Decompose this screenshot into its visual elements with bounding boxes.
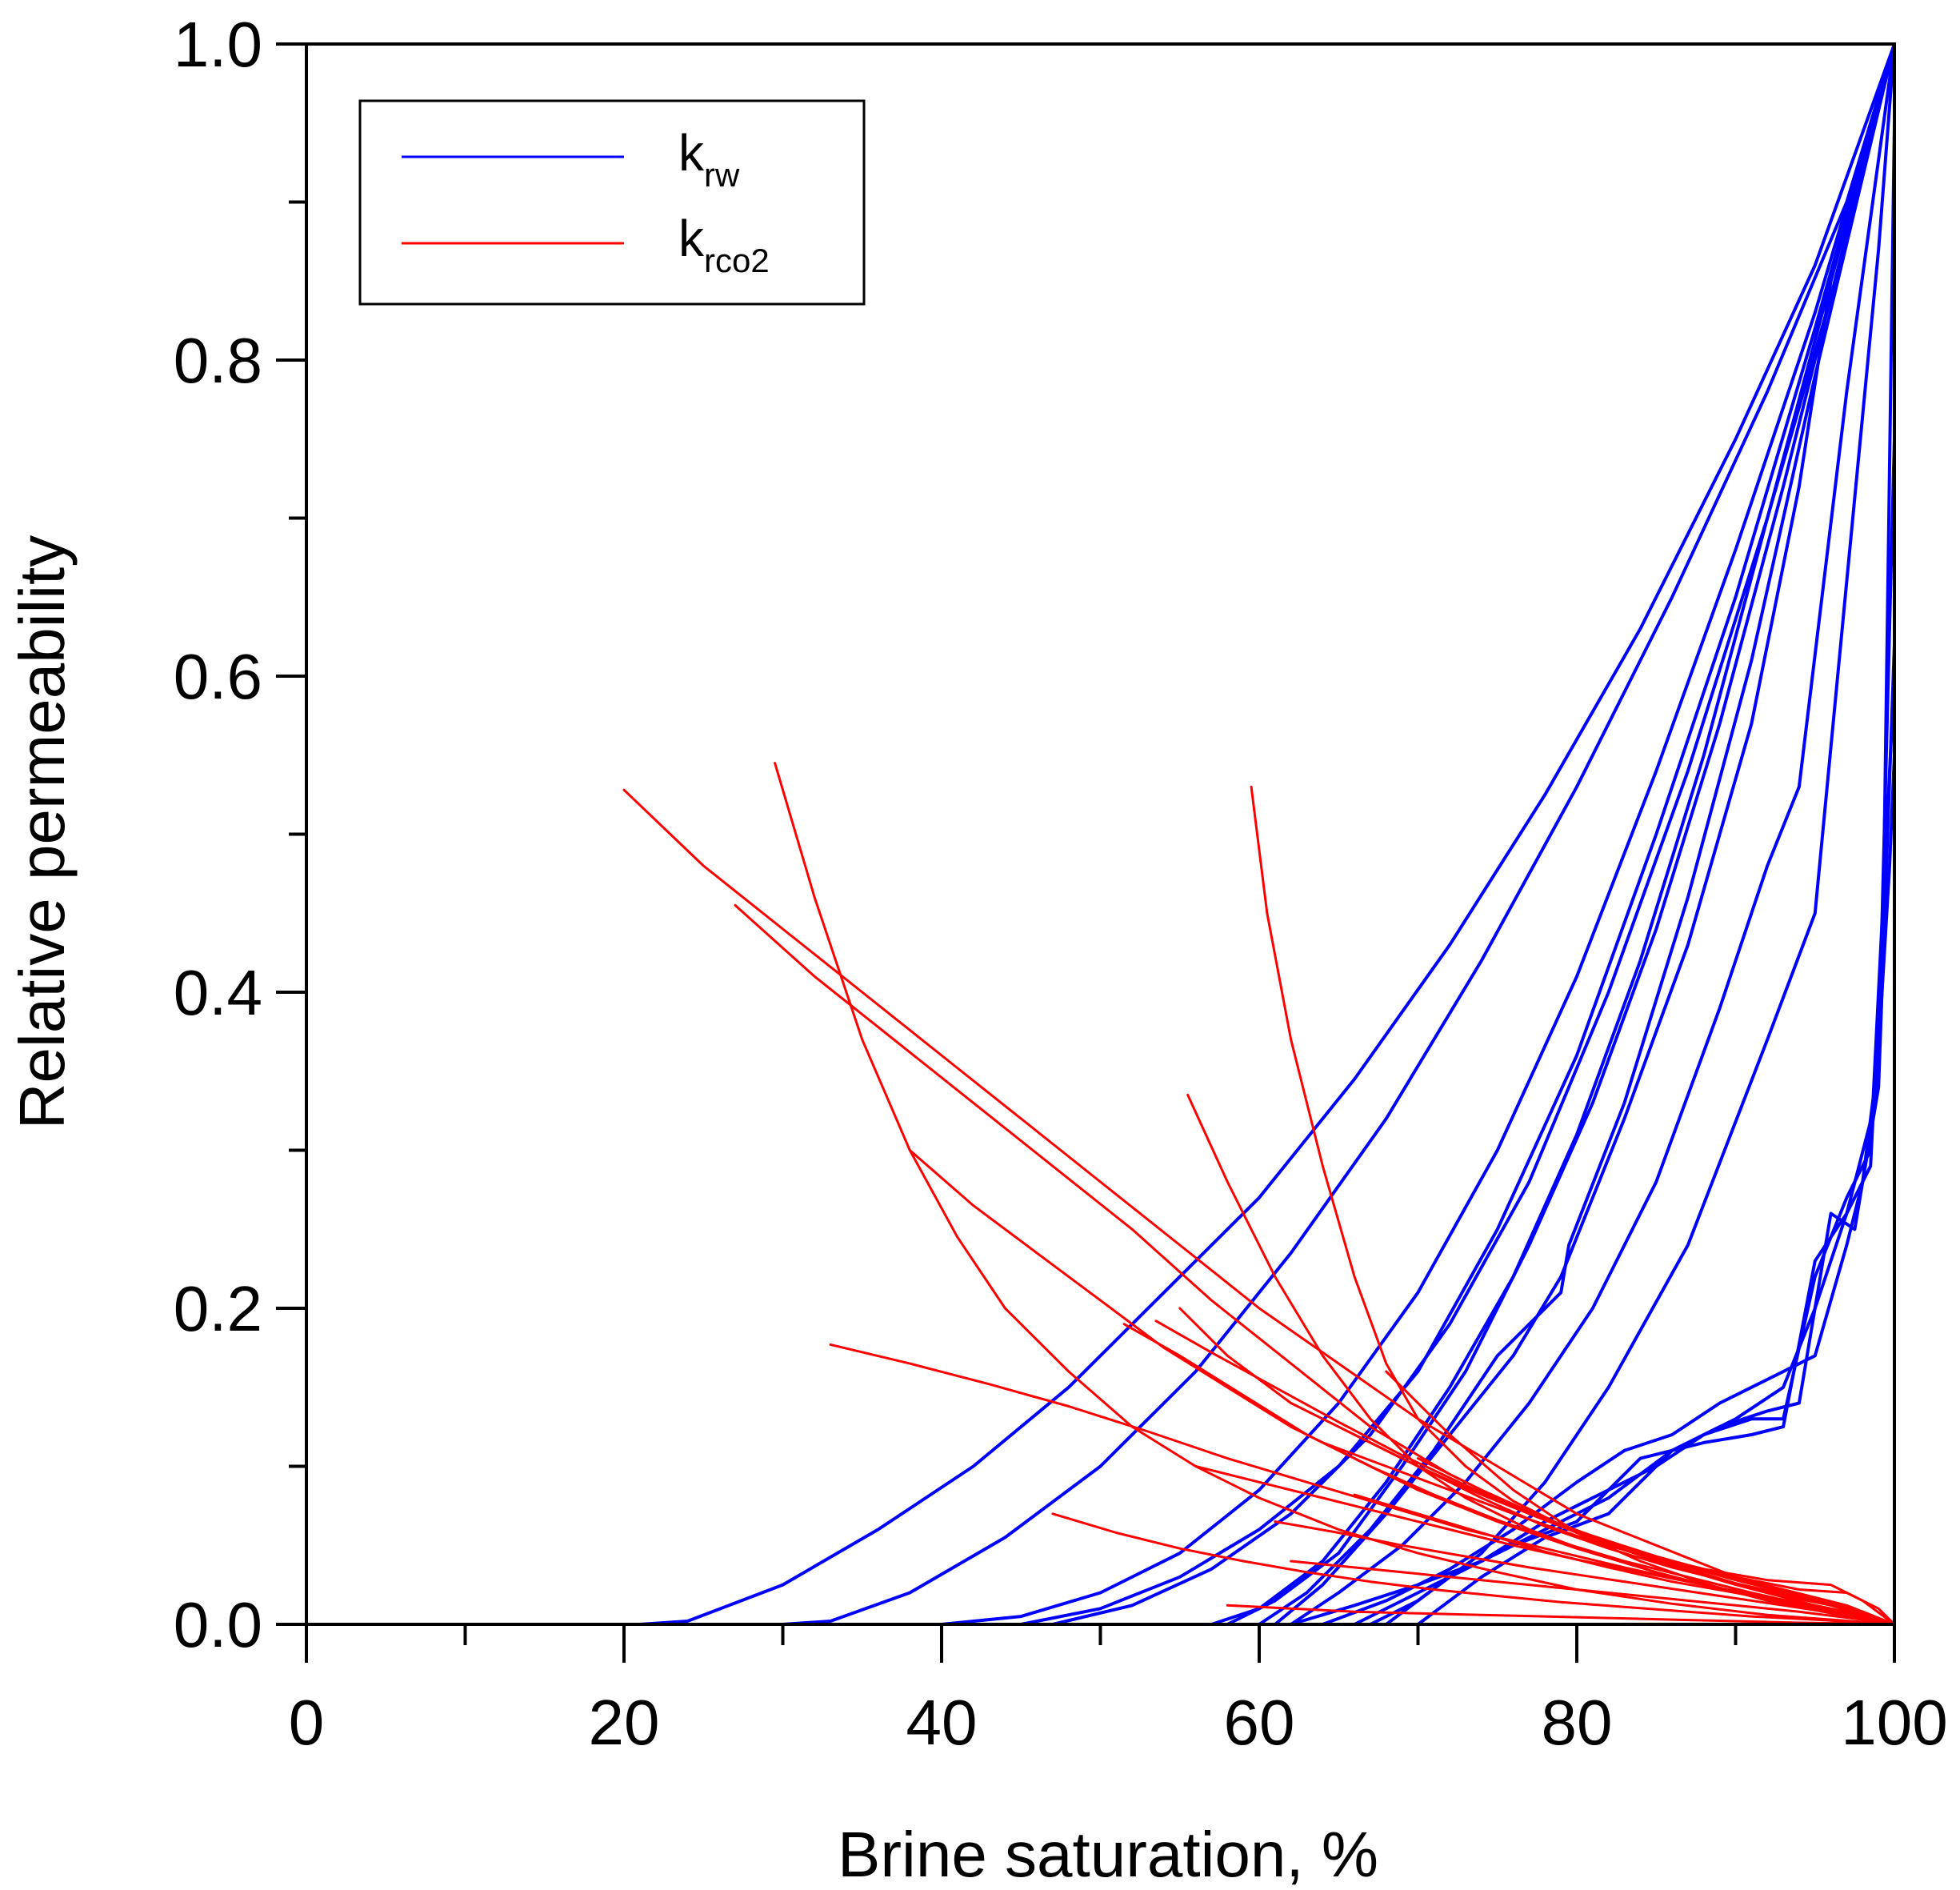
series-line-krw-1 bbox=[638, 42, 1896, 1626]
legend-label-krco2: krco2 bbox=[678, 210, 770, 279]
series-line-krco2-16 bbox=[1385, 1370, 1896, 1626]
series-line-krco2-8 bbox=[1122, 1323, 1896, 1626]
y-tick-label-0.2: 0.2 bbox=[174, 1273, 262, 1344]
x-axis-label: Brine saturation, % bbox=[838, 1819, 1378, 1890]
series-line-krw-6 bbox=[1210, 42, 1896, 1626]
series-line-krco2-1 bbox=[622, 788, 1896, 1626]
series-line-krco2-11 bbox=[1051, 1512, 1896, 1626]
x-tick-label-80: 80 bbox=[1542, 1687, 1613, 1758]
series-line-krco2-19 bbox=[1353, 1493, 1896, 1626]
x-tick-label-40: 40 bbox=[906, 1687, 978, 1758]
y-tick-label-0: 0.0 bbox=[174, 1589, 262, 1660]
series-line-krco2-14 bbox=[1321, 1441, 1896, 1626]
y-axis-label: Relative permeability bbox=[6, 535, 78, 1130]
tick-labels-layer: 0 20 40 60 80 100 0.0 0.2 0.4 0.6 0.8 1.0 bbox=[174, 9, 1948, 1758]
series-line-krw-2 bbox=[781, 42, 1896, 1626]
series-line-krco2-10 bbox=[1178, 1307, 1896, 1626]
series-line-krw-16 bbox=[1416, 643, 1896, 1626]
series-line-krw-7 bbox=[1226, 42, 1896, 1626]
legend-label-krw: krw bbox=[678, 124, 740, 194]
ticks-layer bbox=[276, 42, 1896, 1663]
x-tick-label-60: 60 bbox=[1224, 1687, 1295, 1758]
y-tick-label-0.4: 0.4 bbox=[174, 957, 262, 1028]
series-layer bbox=[622, 42, 1896, 1626]
series-line-krco2-15 bbox=[1353, 1433, 1896, 1626]
series-line-krw-3 bbox=[940, 42, 1896, 1626]
x-tick-label-20: 20 bbox=[589, 1687, 660, 1758]
legend-box bbox=[358, 99, 866, 306]
y-tick-label-0.8: 0.8 bbox=[174, 325, 262, 396]
y-tick-label-0.6: 0.6 bbox=[174, 641, 262, 712]
series-line-krw-9 bbox=[1273, 42, 1896, 1626]
series-line-krco2-20 bbox=[1417, 1457, 1896, 1626]
series-line-krw-10 bbox=[1289, 42, 1896, 1626]
x-tick-label-100: 100 bbox=[1841, 1687, 1947, 1758]
x-tick-label-0: 0 bbox=[289, 1687, 325, 1758]
y-tick-label-1: 1.0 bbox=[174, 9, 262, 80]
series-line-krco2-17 bbox=[1290, 1560, 1896, 1626]
series-line-krw-4 bbox=[1019, 42, 1896, 1626]
legend: krw krco2 bbox=[358, 99, 866, 306]
